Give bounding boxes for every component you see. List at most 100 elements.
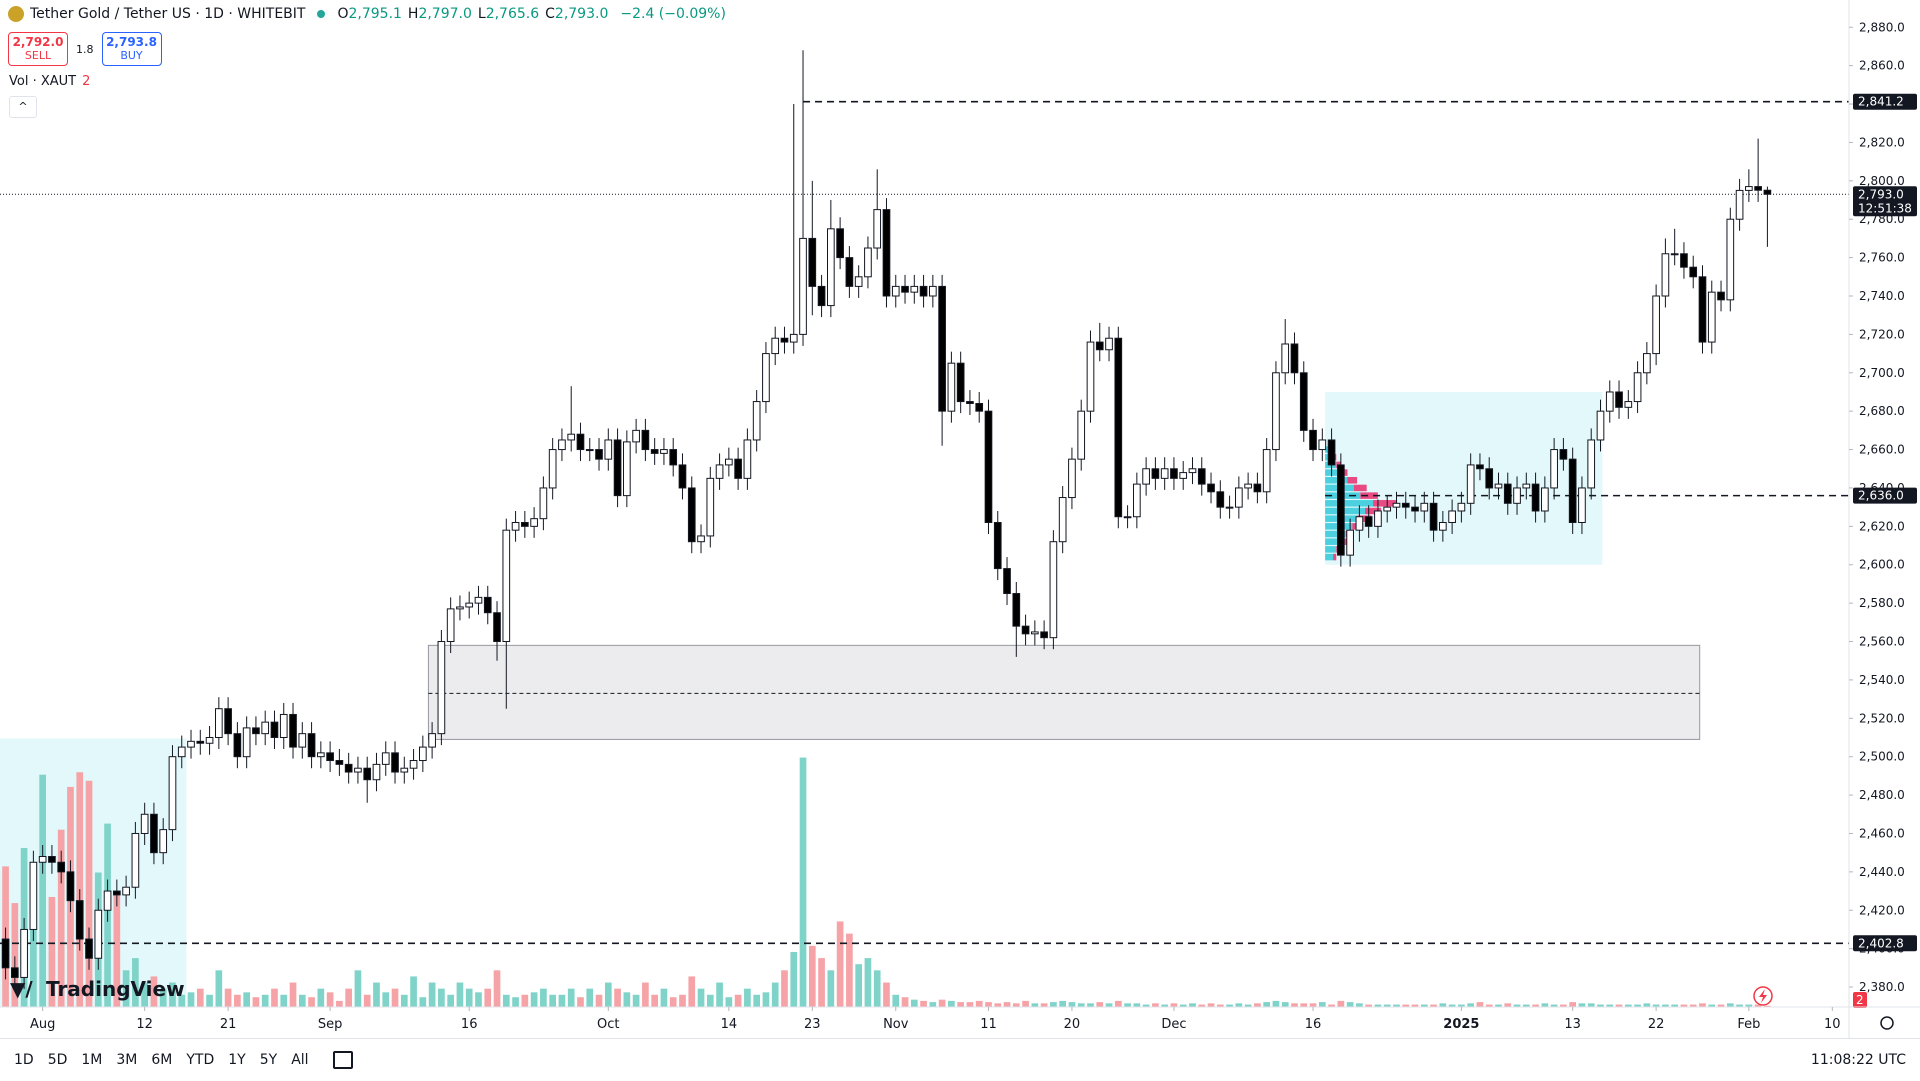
volume-bar (1179, 1004, 1187, 1007)
symbol[interactable]: Tether Gold / Tether US · 1D · WHITEBIT (30, 6, 306, 22)
candle-body (938, 285, 946, 412)
volume-bar (1411, 1004, 1419, 1007)
volume-value: 2 (82, 74, 91, 89)
candle-body (1, 938, 10, 969)
profile-down (1360, 492, 1378, 499)
candle-body (1420, 502, 1429, 512)
volume-bar (1689, 1004, 1697, 1007)
volume-bar (438, 988, 445, 1007)
volume-bar (725, 997, 733, 1007)
y-tick-label: 2,580.0 (1859, 596, 1905, 610)
candle-body (984, 410, 993, 524)
candle-body (975, 402, 984, 412)
volume-bar (391, 988, 399, 1007)
volume-bar (447, 994, 454, 1007)
sell-label: SELL (24, 49, 52, 62)
candle-body (1290, 343, 1299, 374)
ohlc-value: 2,793.0 (554, 6, 609, 22)
volume-bar (1680, 1004, 1688, 1007)
volume-bar (252, 997, 260, 1007)
candle-body (103, 890, 112, 911)
volume-bar (1754, 1004, 1762, 1007)
volume-bar (1439, 1003, 1447, 1007)
countdown: 12:51:38 (1858, 201, 1912, 215)
volume-bar (1550, 1004, 1558, 1007)
candle-body (1216, 491, 1225, 508)
candle-body (854, 276, 863, 287)
volume-bar (595, 994, 603, 1007)
candle-body (1049, 541, 1058, 639)
candle-body (1244, 483, 1252, 489)
volume-bar (289, 982, 297, 1007)
volume-bar (521, 994, 529, 1007)
profile-up (1325, 477, 1348, 484)
volume-bar (818, 958, 825, 1007)
volume-badge-label: 2 (1856, 993, 1864, 1007)
candle-body (595, 449, 603, 460)
x-tick-label: 21 (220, 1017, 237, 1032)
volume-bar (1216, 1004, 1224, 1007)
range-button[interactable]: 5D (47, 1052, 68, 1068)
collapse-button[interactable]: ^ (9, 96, 37, 118)
volume-bar (11, 903, 19, 1007)
profile-up (1325, 546, 1337, 553)
volume-bar (39, 774, 46, 1007)
range-button[interactable]: 1D (14, 1052, 34, 1068)
volume-bar (1671, 1004, 1679, 1007)
candle-body (317, 752, 325, 758)
volume-bar (373, 982, 380, 1007)
volume-bar (336, 1000, 343, 1007)
profile-up (1325, 553, 1334, 561)
candle-body (1318, 439, 1327, 451)
volume-bar (1077, 1003, 1085, 1007)
range-button[interactable]: 3M (116, 1052, 138, 1068)
sell-button[interactable]: 2,792.0 SELL (8, 32, 68, 66)
candle-body (687, 487, 696, 543)
volume-bar (1745, 1004, 1753, 1007)
candle-body (956, 362, 965, 403)
range-button[interactable]: YTD (186, 1052, 215, 1068)
candle-body (1337, 464, 1345, 556)
chart: 2,380.02,400.02,420.02,440.02,460.02,480… (0, 0, 1920, 1038)
y-tick-label: 2,600.0 (1859, 558, 1905, 572)
volume-bar (354, 970, 362, 1007)
candle-body (752, 401, 761, 441)
x-tick-label: Aug (30, 1017, 55, 1032)
ohlc-key: H (407, 6, 419, 22)
volume-bar (762, 992, 770, 1007)
y-tick-label: 2,820.0 (1859, 135, 1905, 149)
candle-body (446, 608, 455, 643)
volume-bar (1569, 1002, 1577, 1007)
alert-bolt (1759, 989, 1767, 1003)
volume-bar (716, 982, 723, 1007)
candle-body (1578, 487, 1586, 524)
volume-bar (1040, 1003, 1048, 1007)
volume-bar (410, 976, 417, 1007)
profile-down (1373, 500, 1398, 507)
candle-body (511, 522, 520, 531)
candle-body (929, 285, 937, 297)
candle-body (1633, 372, 1642, 403)
range-button[interactable]: All (291, 1052, 309, 1068)
profile-up (1325, 446, 1330, 453)
candle-body (381, 752, 390, 765)
y-tick-label: 2,880.0 (1859, 20, 1905, 34)
candle-body (725, 458, 733, 466)
calendar-button[interactable] (332, 1051, 353, 1069)
y-tick-label: 2,620.0 (1859, 519, 1905, 533)
volume-bar (669, 997, 677, 1007)
candle-body (112, 890, 121, 896)
volume-bar (901, 997, 909, 1007)
volume-bar (688, 976, 696, 1007)
ohlc-key: C (545, 6, 555, 22)
candle-body (678, 464, 687, 489)
range-button[interactable]: 1M (81, 1052, 103, 1068)
candle-body (901, 285, 909, 293)
volume-bar (1207, 1003, 1215, 1007)
range-button[interactable]: 5Y (259, 1052, 278, 1068)
buy-button[interactable]: 2,793.8 BUY (101, 32, 162, 66)
range-button[interactable]: 1Y (228, 1052, 246, 1068)
volume-bar (975, 1000, 983, 1007)
volume-bar (1615, 1004, 1623, 1007)
range-button[interactable]: 6M (151, 1052, 173, 1068)
